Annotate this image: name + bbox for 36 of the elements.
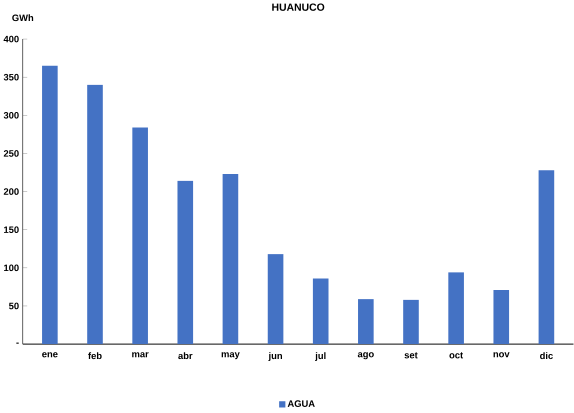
x-tick-label: nov (494, 352, 510, 358)
bar (132, 128, 148, 344)
x-tick-label: set (404, 352, 418, 359)
bar (268, 254, 284, 344)
x-tick-label: oct (449, 352, 464, 359)
x-tick-label: mar (132, 352, 149, 358)
bar (448, 272, 464, 344)
y-tick-label: 350 (4, 74, 19, 81)
x-tick-label: ene (42, 352, 58, 358)
bar (358, 299, 374, 344)
x-tick-label: jun (268, 352, 282, 362)
x-tick-label: feb (88, 352, 102, 360)
x-tick-label: may (222, 352, 240, 360)
x-tick-label: dic (540, 352, 553, 360)
y-tick-label: 100 (4, 264, 19, 272)
bar (177, 181, 194, 344)
y-axis-title: GWh (12, 14, 34, 22)
y-tick-label: 400 (4, 36, 19, 43)
bar (493, 290, 510, 344)
bar (222, 174, 238, 344)
y-tick-label: 200 (4, 188, 19, 196)
bar (312, 278, 329, 344)
bar (42, 66, 58, 344)
y-tick-label: 150 (4, 226, 19, 234)
legend-label: AGUA (288, 400, 315, 408)
y-tick-label: - (16, 342, 19, 344)
bar (403, 300, 419, 344)
bar (538, 170, 554, 344)
x-tick-label: jul (315, 352, 326, 362)
chart-title: HUANUCO (272, 4, 324, 12)
bar (87, 85, 103, 344)
x-tick-label: abr (178, 352, 192, 360)
y-tick-label: 300 (4, 112, 19, 119)
x-tick-label: ago (358, 352, 374, 360)
y-tick-label: 250 (4, 150, 19, 157)
y-tick-label: 50 (8, 302, 19, 310)
